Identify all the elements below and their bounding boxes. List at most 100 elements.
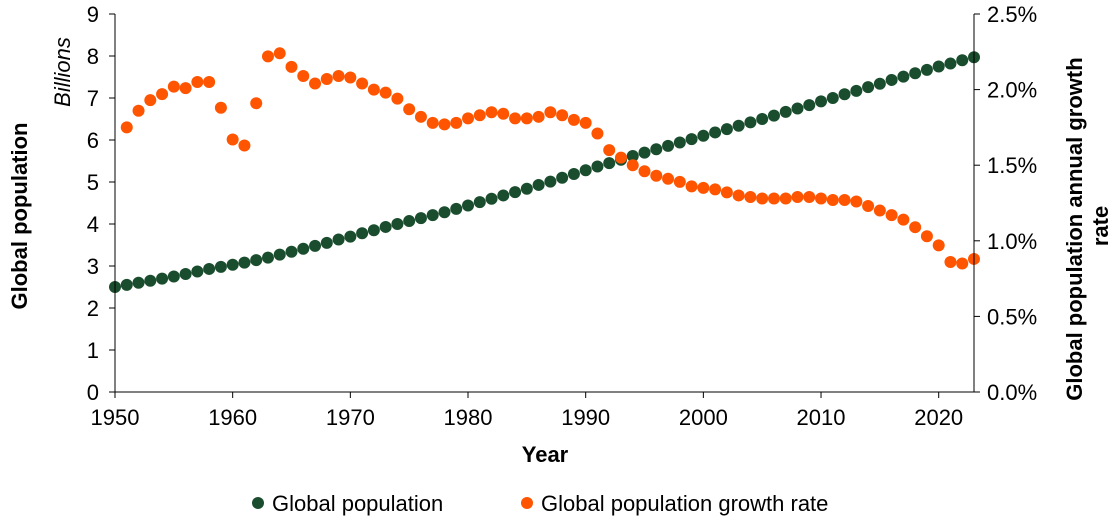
population-point [862,81,875,94]
population-point [156,272,169,285]
growth-rate-point [438,118,451,131]
population-point [426,209,439,222]
growth-rate-point [414,110,427,123]
left-y-tick-label: 8 [87,44,99,69]
growth-rate-point [838,193,851,206]
population-point [838,88,851,101]
growth-rate-point [462,112,475,125]
growth-rate-point [250,97,263,110]
population-point [203,262,216,275]
population-point [238,256,251,269]
growth-rate-point [167,80,180,93]
population-point [579,164,592,177]
legend-population-label: Global population [272,491,443,516]
population-point [520,182,533,195]
population-point [885,73,898,86]
growth-rate-point [309,77,322,90]
population-point [626,149,639,162]
growth-rate-point [391,92,404,105]
population-point [720,123,733,136]
population-point [320,236,333,249]
population-point [662,139,675,152]
growth-rate-point [603,144,616,157]
population-point [403,215,416,228]
growth-rate-point [638,165,651,178]
growth-rate-point [156,88,169,101]
growth-rate-point [862,200,875,213]
growth-rate-point [897,213,910,226]
population-point [367,224,380,237]
population-point [826,92,839,104]
population-point [261,251,274,264]
population-point [462,199,475,212]
growth-rate-point [520,112,533,125]
growth-rate-point [285,60,298,73]
population-point [544,175,557,188]
right-axis-title: Global population annual growth rate [1062,51,1113,401]
population-point [956,54,969,67]
growth-rate-point [709,183,722,196]
x-tick-label: 1990 [561,405,610,430]
left-y-tick-label: 7 [87,86,99,111]
population-point [332,233,345,246]
growth-rate-point [756,192,769,205]
population-point [132,276,145,289]
population-point [767,109,780,122]
growth-rate-point [203,76,216,89]
right-y-tick-label: 0.0% [987,380,1037,405]
growth-rate-point [932,239,945,252]
growth-rate-point [956,257,969,270]
growth-rate-point [238,139,251,152]
growth-rate-point [132,104,145,117]
population-point [167,270,180,283]
population-point [414,212,427,225]
growth-rate-point [626,159,639,172]
growth-rate-point [403,103,416,116]
left-y-tick-label: 9 [87,2,99,27]
growth-rate-point [144,94,157,107]
growth-rate-point [873,204,886,217]
population-point [850,84,863,97]
population-point [250,254,263,267]
growth-rate-point [650,169,663,182]
right-y-tick-label: 1.0% [987,229,1037,254]
left-axis-title: Global population [7,123,32,310]
population-point [497,189,510,202]
growth-rate-point [815,192,828,205]
growth-rate-point [332,69,345,82]
growth-rate-point [497,107,510,120]
population-point [709,126,722,139]
population-point [509,186,522,199]
growth-rate-point [662,172,675,185]
growth-rate-point [744,190,757,203]
growth-rate-point [367,83,380,96]
growth-rate-point [532,110,545,123]
population-point [309,239,322,252]
x-tick-label: 2000 [679,405,728,430]
x-axis-title: Year [522,442,569,467]
growth-rate-point [544,106,557,119]
x-tick-label: 1980 [444,405,493,430]
x-tick-label: 2020 [914,405,963,430]
population-point [214,260,227,273]
growth-rate-point [426,116,439,129]
growth-rate-point [791,190,804,203]
population-point [438,206,451,219]
population-point [179,267,192,280]
population-point [379,220,392,233]
growth-rate-point [944,255,957,268]
growth-rate-point [261,50,274,63]
population-point [273,248,286,261]
population-point [920,63,933,76]
population-point [191,265,204,278]
growth-rate-point [591,127,604,140]
population-point [779,105,792,118]
growth-rate-point [720,186,733,199]
population-point [356,227,369,240]
population-point [673,136,686,149]
left-y-tick-label: 4 [87,212,99,237]
population-point [556,171,569,184]
growth-rate-point [120,121,133,134]
population-point [909,67,922,80]
left-y-tick-label: 3 [87,254,99,279]
